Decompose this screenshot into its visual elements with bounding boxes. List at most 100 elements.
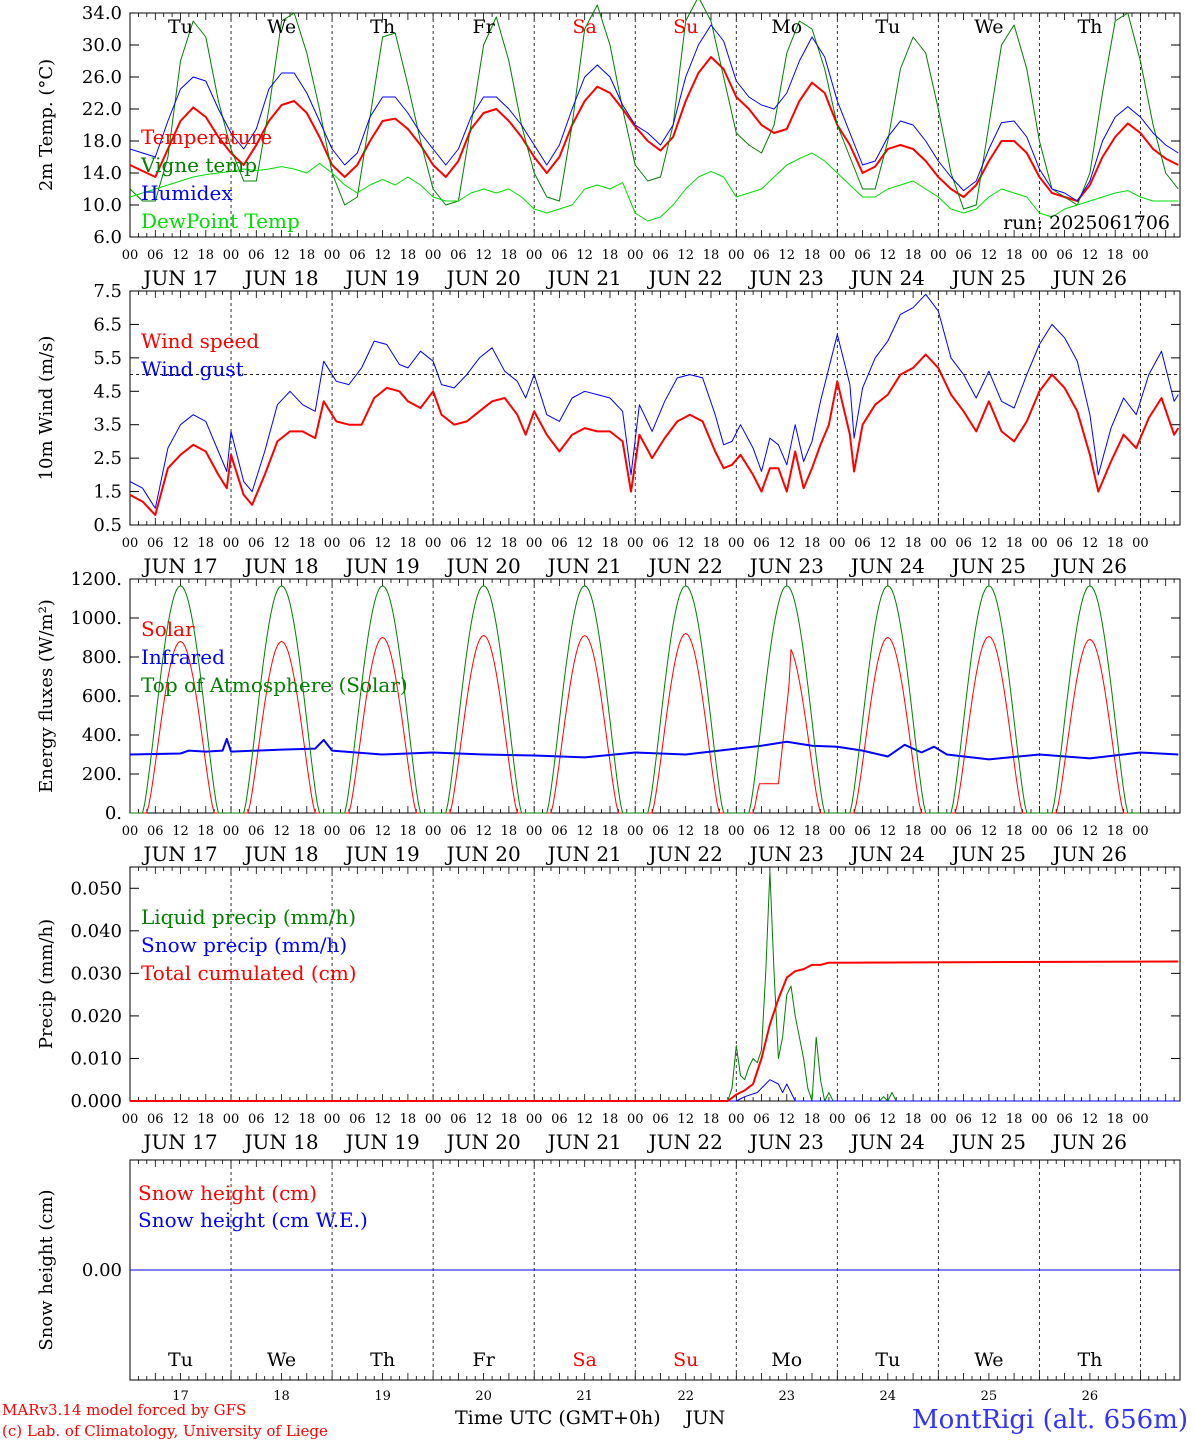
date-label: JUN 20 — [445, 1130, 521, 1154]
hour-tick-label: 12 — [677, 536, 694, 551]
hour-axis-3: 00 06 12 18 00 06 12 18 00 06 12 18 00 06 12 18 00 06 12 18… — [122, 1112, 1149, 1154]
hour-tick-label: 12 — [273, 1112, 290, 1127]
hour-tick-label: 18 — [299, 536, 316, 551]
hour-tick-label: 06 — [551, 536, 568, 551]
y-tick-label: 10.0 — [82, 195, 122, 216]
hour-tick-label: 00 — [1132, 536, 1149, 551]
hour-tick-label: 12 — [1082, 248, 1099, 263]
y-axis-title: 10m Wind (m/s) — [36, 336, 57, 481]
y-tick-label: 0.030 — [70, 963, 122, 984]
day-number: 18 — [273, 1389, 290, 1404]
y-tick-label: 2.5 — [93, 448, 122, 469]
y-axis-title: Precip (mm/h) — [36, 919, 57, 1049]
date-label: JUN 20 — [445, 266, 521, 290]
date-label: JUN 20 — [445, 842, 521, 866]
hour-tick-label: 12 — [880, 1112, 897, 1127]
y-tick-label: 1200. — [70, 569, 122, 590]
hour-tick-label: 18 — [299, 248, 316, 263]
legend-entry: Snow height (cm) — [138, 1181, 317, 1205]
y-tick-label: 0.010 — [70, 1048, 122, 1069]
hour-tick-label: 00 — [425, 248, 442, 263]
hour-tick-label: 06 — [450, 536, 467, 551]
series-line-wind-gust — [129, 293, 1179, 509]
hour-tick-label: 12 — [273, 824, 290, 839]
x-ticks — [129, 13, 1175, 237]
y-tick-label: 0. — [105, 803, 122, 824]
panel-frame-0 — [129, 12, 1181, 238]
series-line-vigne-temp — [129, 0, 1179, 210]
hour-tick-label: 00 — [324, 248, 341, 263]
hour-tick-label: 12 — [374, 536, 391, 551]
hour-tick-label: 12 — [172, 824, 189, 839]
hour-tick-label: 12 — [576, 536, 593, 551]
hour-tick-label: 00 — [829, 248, 846, 263]
hour-tick-label: 00 — [324, 824, 341, 839]
weekday-label: Su — [673, 1349, 698, 1371]
hour-tick-label: 18 — [299, 824, 316, 839]
hour-tick-label: 06 — [349, 248, 366, 263]
day-number: 20 — [475, 1389, 492, 1404]
legend-entry: Vigne temp — [140, 153, 257, 177]
legend-entry: Liquid precip (mm/h) — [141, 905, 356, 929]
series-line-humidex — [129, 24, 1179, 202]
legend-entry: Snow height (cm W.E.) — [138, 1208, 368, 1232]
legend-entry: Wind speed — [141, 329, 259, 353]
legend-entry: Wind gust — [141, 357, 244, 381]
hour-tick-label: 06 — [1056, 248, 1073, 263]
legend-entry: Solar — [141, 617, 195, 641]
hour-tick-label: 06 — [955, 1112, 972, 1127]
hour-tick-label: 00 — [425, 1112, 442, 1127]
hour-tick-label: 18 — [198, 1112, 215, 1127]
hour-tick-label: 12 — [779, 248, 796, 263]
hour-tick-label: 00 — [324, 536, 341, 551]
hour-tick-label: 00 — [930, 248, 947, 263]
hour-tick-label: 00 — [728, 1112, 745, 1127]
day-number: 24 — [880, 1389, 897, 1404]
legend-entry: DewPoint Temp — [141, 209, 300, 233]
hour-tick-label: 00 — [1031, 824, 1048, 839]
hour-tick-label: 00 — [1132, 1112, 1149, 1127]
hour-tick-label: 06 — [147, 248, 164, 263]
hour-tick-label: 12 — [1082, 824, 1099, 839]
hour-tick-label: 06 — [551, 248, 568, 263]
hour-tick-label: 18 — [1107, 824, 1124, 839]
hour-tick-label: 18 — [198, 824, 215, 839]
hour-tick-label: 00 — [728, 824, 745, 839]
y-axis-3: 0.000 0.010 0.020 0.030 0.040 0.050 Precip (mm… — [36, 878, 1180, 1112]
hour-tick-label: 06 — [955, 824, 972, 839]
hour-tick-label: 00 — [526, 536, 543, 551]
hour-tick-label: 12 — [779, 824, 796, 839]
hour-tick-label: 12 — [880, 824, 897, 839]
hour-tick-label: 06 — [248, 536, 265, 551]
hour-tick-label: 12 — [1082, 1112, 1099, 1127]
hour-tick-label: 06 — [551, 1112, 568, 1127]
series-line-snow-precip-mm-h- — [130, 1079, 1179, 1102]
hour-tick-label: 00 — [223, 824, 240, 839]
hour-tick-label: 00 — [627, 1112, 644, 1127]
hour-axis-1: 00 06 12 18 00 06 12 18 00 06 12 18 00 06 12 18 00 06 12 18… — [122, 536, 1149, 578]
date-label: JUN 22 — [647, 1130, 723, 1154]
weekday-label: Th — [370, 1349, 395, 1371]
hour-tick-label: 00 — [627, 824, 644, 839]
date-label: JUN 21 — [546, 554, 622, 578]
hour-tick-label: 12 — [779, 1112, 796, 1127]
hour-tick-label: 18 — [602, 248, 619, 263]
weekday-label: Mo — [771, 1349, 802, 1371]
hour-tick-label: 00 — [425, 824, 442, 839]
hour-tick-label: 12 — [981, 1112, 998, 1127]
hour-tick-label: 12 — [981, 248, 998, 263]
weekday-label: Fr — [473, 16, 496, 38]
hour-tick-label: 12 — [374, 1112, 391, 1127]
y-tick-label: 22.0 — [82, 99, 122, 120]
y-tick-label: 0.050 — [70, 878, 122, 899]
y-axis-title: Energy fluxes (W/m²) — [36, 599, 57, 793]
weekday-label: Th — [370, 16, 395, 38]
hour-tick-label: 00 — [223, 248, 240, 263]
hour-tick-label: 18 — [1006, 536, 1023, 551]
series-group-3 — [130, 870, 1179, 1102]
weekday-label: Su — [673, 16, 698, 38]
y-tick-label: 1000. — [70, 608, 122, 629]
y-tick-label: 0.5 — [93, 515, 122, 536]
date-label: JUN 24 — [849, 266, 925, 290]
hour-tick-label: 18 — [198, 536, 215, 551]
